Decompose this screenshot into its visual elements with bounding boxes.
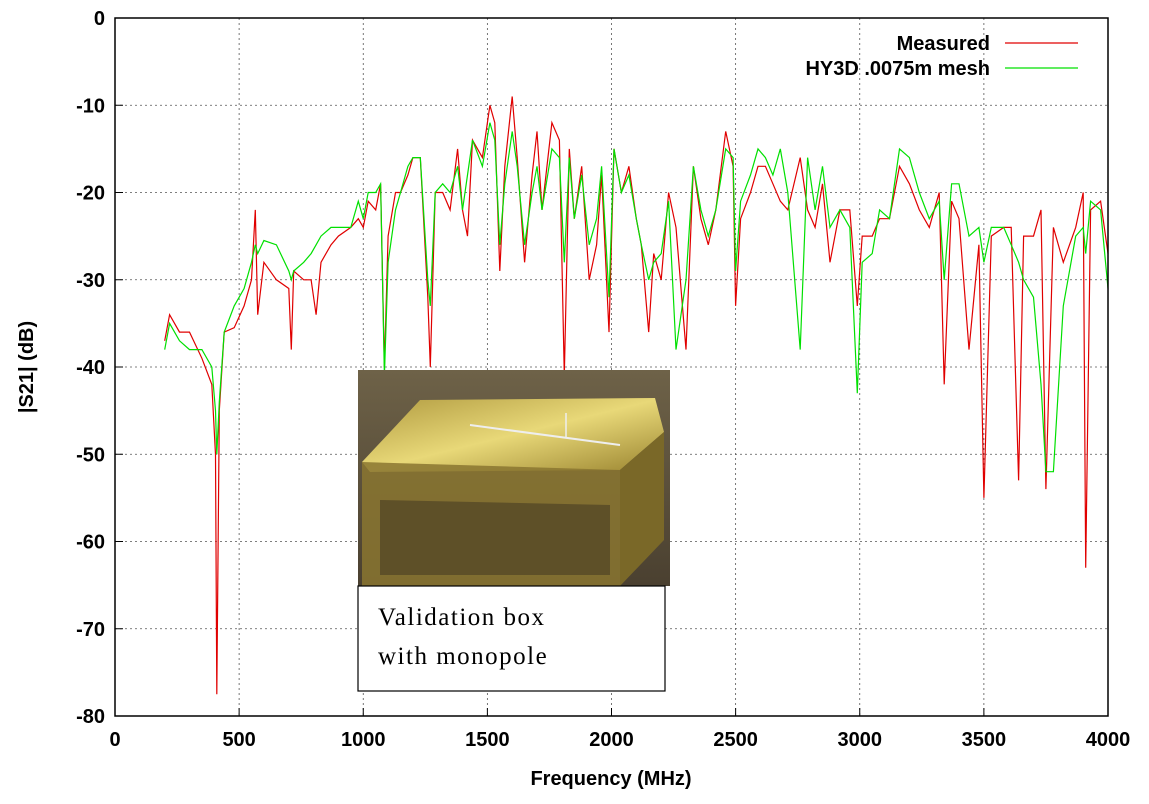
y-tick-label: -80 — [76, 706, 105, 728]
series-line — [164, 122, 1109, 473]
x-tick-label: 4000 — [1086, 729, 1131, 751]
x-tick-label: 1500 — [465, 729, 510, 751]
x-tick-label: 3500 — [962, 729, 1007, 751]
series-line — [164, 96, 1109, 695]
x-axis-label: Frequency (MHz) — [530, 768, 691, 790]
y-tick-label: -10 — [76, 95, 105, 117]
y-tick-label: -70 — [76, 619, 105, 641]
inset-caption: with monopole — [378, 643, 548, 670]
y-tick-label: -20 — [76, 183, 105, 205]
x-tick-label: 0 — [109, 729, 120, 751]
inset-caption: Validation box — [378, 604, 546, 631]
x-tick-label: 2500 — [713, 729, 758, 751]
y-tick-label: -40 — [76, 357, 105, 379]
x-tick-label: 2000 — [589, 729, 634, 751]
x-tick-label: 500 — [222, 729, 255, 751]
x-tick-label: 1000 — [341, 729, 386, 751]
y-tick-label: 0 — [94, 8, 105, 30]
y-tick-label: -50 — [76, 444, 105, 466]
y-axis-label: |S21| (dB) — [16, 321, 38, 413]
legend-label: Measured — [897, 33, 990, 55]
y-tick-label: -30 — [76, 270, 105, 292]
y-tick-label: -60 — [76, 532, 105, 554]
caption-box — [357, 585, 666, 692]
legend-label: HY3D .0075m mesh — [805, 58, 990, 80]
inset-photo — [358, 370, 670, 586]
x-tick-label: 3000 — [838, 729, 883, 751]
